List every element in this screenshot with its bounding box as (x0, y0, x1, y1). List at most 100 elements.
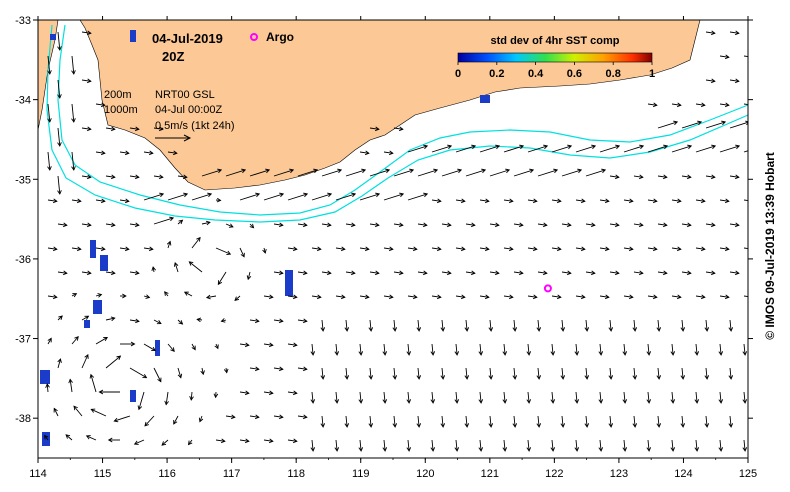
current-vector (95, 293, 103, 298)
current-vector (647, 144, 669, 153)
current-vector (574, 439, 580, 452)
current-vector (454, 343, 460, 356)
current-vector (321, 222, 332, 228)
current-vector (129, 126, 140, 132)
current-vector (53, 407, 59, 417)
current-vector (320, 367, 326, 380)
current-vector (57, 79, 62, 99)
current-vector (441, 270, 452, 276)
current-vector (297, 366, 308, 372)
current-vector (383, 192, 405, 201)
current-vector (358, 343, 364, 356)
current-vector (608, 319, 614, 332)
current-vector (742, 391, 748, 404)
current-vector (120, 293, 127, 299)
current-vector (239, 438, 250, 444)
current-vector (622, 439, 628, 452)
current-vector (89, 373, 97, 393)
current-vector (105, 222, 116, 228)
current-vector (455, 144, 477, 153)
current-vector (335, 294, 346, 300)
current-vector (359, 192, 381, 201)
current-vector (681, 270, 692, 276)
current-vector (98, 389, 120, 395)
current-vector (129, 318, 140, 324)
current-vector (47, 151, 52, 171)
current-vector (137, 391, 145, 411)
current-vector (656, 367, 662, 380)
current-vector (344, 319, 350, 332)
current-vector (71, 293, 78, 298)
current-vector (382, 343, 388, 356)
current-vector (622, 343, 628, 356)
current-vector (705, 222, 716, 228)
current-vector (166, 240, 172, 249)
current-vector (599, 246, 610, 252)
current-vector (417, 168, 439, 177)
current-vector (143, 343, 157, 352)
current-vector (359, 150, 370, 156)
current-vector (392, 319, 398, 332)
current-vector (729, 270, 740, 276)
x-tick-label: 124 (674, 468, 692, 480)
current-vector (173, 415, 179, 425)
argo-legend-label: Argo (266, 30, 294, 44)
current-vector (71, 103, 76, 123)
current-vector (632, 415, 638, 428)
current-vector (729, 78, 740, 84)
current-vector (503, 198, 514, 204)
current-vector (705, 270, 716, 276)
current-vector (223, 367, 229, 374)
current-vector (215, 197, 222, 203)
current-vectors (43, 30, 748, 452)
y-tick-label: -38 (15, 413, 31, 425)
current-vector (297, 222, 308, 228)
current-vector (478, 391, 484, 404)
current-vector (646, 343, 652, 356)
current-vector (369, 222, 380, 228)
current-vector (71, 198, 82, 204)
current-vector (704, 319, 710, 332)
current-vector (310, 343, 316, 356)
current-vector (704, 415, 710, 428)
current-vector (441, 168, 463, 177)
current-vector (623, 144, 645, 153)
current-vector (647, 198, 658, 204)
current-vector (728, 319, 734, 332)
current-vector (609, 174, 620, 180)
current-vector (113, 415, 131, 423)
current-vector (311, 294, 322, 300)
current-vector (719, 54, 730, 60)
current-vector (273, 366, 284, 372)
current-vector (262, 247, 267, 254)
current-vector (81, 30, 92, 36)
current-vector (719, 246, 730, 252)
current-vector (646, 439, 652, 452)
current-vector (249, 414, 260, 420)
current-vector (527, 246, 538, 252)
colorbar-tick-label: 0.4 (528, 68, 544, 80)
current-vector (239, 192, 261, 201)
current-vector (416, 319, 422, 332)
current-vector (177, 219, 184, 225)
current-vector (608, 415, 614, 428)
current-vector (392, 367, 398, 380)
current-vector (656, 415, 662, 428)
current-vector (177, 174, 188, 180)
current-vector (550, 439, 556, 452)
current-vector (406, 439, 412, 452)
current-vector (512, 367, 518, 380)
current-vector (488, 319, 494, 332)
current-vector (478, 343, 484, 356)
current-vector (249, 168, 271, 177)
x-tick-label: 122 (545, 468, 563, 480)
current-vector (526, 343, 532, 356)
current-vector (694, 391, 700, 404)
current-vector (119, 246, 130, 252)
current-vector (743, 55, 748, 58)
current-vector (431, 144, 453, 153)
current-vector (311, 246, 322, 252)
current-vector (416, 415, 422, 428)
current-vector (249, 318, 260, 324)
x-tick-label: 115 (94, 468, 112, 480)
